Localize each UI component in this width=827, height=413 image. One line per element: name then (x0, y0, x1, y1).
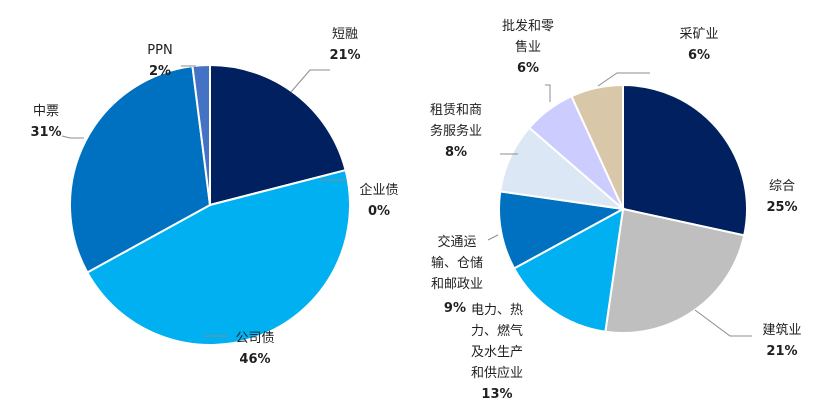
label-dianli: 电力、热 力、燃气 及水生产 和供应业 13% (471, 300, 523, 405)
label-gongsizhai: 公司债 46% (235, 328, 274, 370)
pie-right (498, 83, 748, 334)
label-zulin-line2: 务服务业 (429, 124, 483, 139)
label-gongsizhai-pct: 46% (239, 352, 271, 367)
label-jianzhuye-pct: 21% (766, 344, 798, 359)
pie-right-slice-3 (498, 190, 627, 270)
label-ppn-pct: 2% (148, 64, 172, 79)
pie-left-slice-0 (209, 63, 347, 207)
label-jiaotong-line2: 输、仓储 (430, 256, 484, 271)
label-qiyezhai: 企业债 0% (359, 180, 398, 222)
label-qiyezhai-pct: 0% (367, 204, 391, 219)
label-dianli-line4: 和供应业 (470, 366, 524, 381)
leader-duanrong (290, 69, 330, 93)
label-zhongpiao-name: 中票 (32, 104, 59, 119)
leader-zhongpiao (61, 135, 84, 139)
label-caikuang-name: 采矿业 (679, 27, 719, 42)
leader-pifa (545, 84, 551, 102)
pie-right-slice-0 (622, 83, 748, 237)
label-pifa-line1: 批发和零 (501, 19, 555, 34)
pie-left-slice-3 (69, 64, 212, 274)
label-zhongpiao-pct: 31% (30, 125, 62, 140)
label-zonghe-name: 综合 (768, 179, 795, 194)
leader-jiaotong (487, 234, 499, 241)
label-jianzhuye: 建筑业 21% (762, 320, 801, 362)
label-qiyezhai-name: 企业债 (359, 183, 399, 198)
label-jiaotong-pct: 9% (443, 301, 466, 316)
label-caikuang-pct: 6% (687, 48, 711, 63)
label-dianli-line1: 电力、热 (470, 303, 524, 318)
pie-left-slice-2 (85, 168, 351, 346)
label-zonghe: 综合 25% (766, 176, 797, 218)
label-zulin: 租赁和商 务服务业 8% (430, 100, 482, 163)
label-dianli-pct: 13% (481, 387, 513, 402)
pie-right-slice-6 (570, 83, 624, 210)
label-zulin-line1: 租赁和商 (429, 103, 483, 118)
label-dianli-line3: 及水生产 (470, 345, 524, 360)
label-caikuang: 采矿业 6% (679, 24, 718, 66)
label-ppn: PPN 2% (147, 40, 172, 82)
label-jianzhuye-name: 建筑业 (762, 323, 802, 338)
pie-right-slice-2 (512, 207, 625, 333)
label-duanrong-name: 短融 (331, 27, 358, 42)
label-jiaotong-line1: 交通运 (437, 235, 477, 250)
label-zonghe-pct: 25% (766, 200, 798, 215)
pie-left (69, 63, 351, 346)
label-pifa-pct: 6% (516, 61, 540, 76)
label-jiaotong: 交通运 输、仓储 和邮政业 (431, 232, 483, 295)
leader-jianzhuye (694, 309, 752, 337)
label-pifa: 批发和零 售业 6% (502, 16, 554, 79)
leader-caikuang (597, 72, 650, 87)
pie-right-slice-1 (604, 207, 746, 334)
label-ppn-name: PPN (147, 43, 173, 58)
label-duanrong: 短融 21% (329, 24, 360, 66)
label-pifa-line2: 售业 (514, 40, 542, 55)
label-gongsizhai-name: 公司债 (235, 331, 275, 346)
label-zhongpiao: 中票 31% (30, 101, 61, 143)
label-duanrong-pct: 21% (329, 48, 361, 63)
label-dianli-line2: 力、燃气 (470, 324, 524, 339)
label-jiaotong-line3: 和邮政业 (430, 277, 484, 292)
label-zulin-pct: 8% (444, 145, 468, 160)
